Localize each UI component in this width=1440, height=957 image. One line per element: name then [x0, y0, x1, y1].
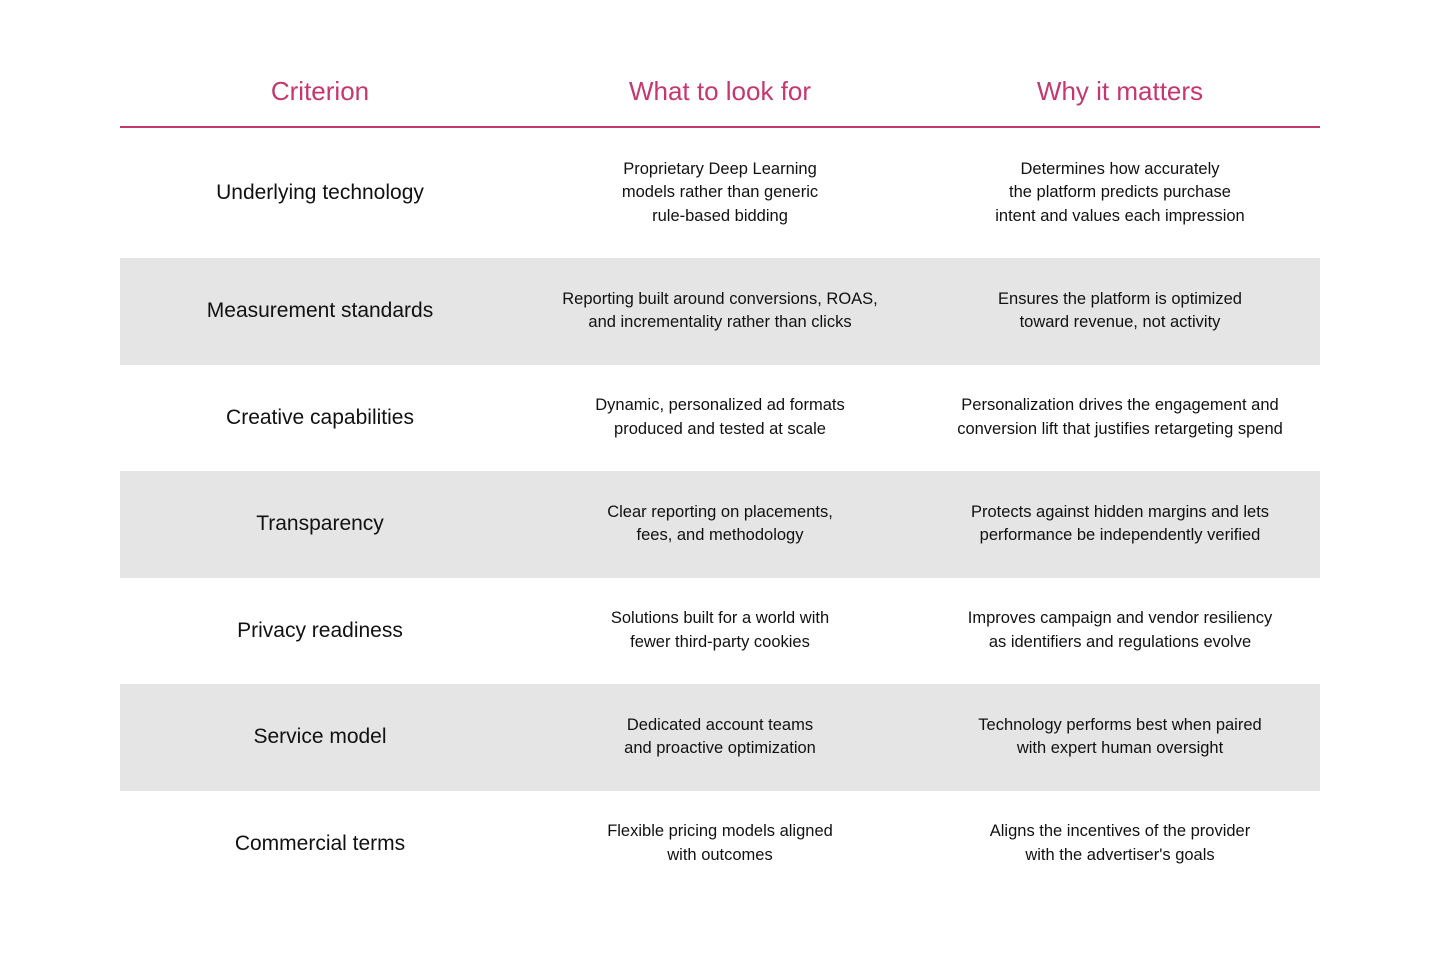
table-body: Underlying technology Proprietary Deep Le…: [120, 128, 1320, 897]
table-cell: Reporting built around conversions, ROAS…: [520, 258, 920, 365]
cell-line: Reporting built around conversions, ROAS…: [562, 289, 878, 308]
cell-line: Protects against hidden margins and lets: [970, 502, 1270, 521]
cell-line: produced and tested at scale: [614, 419, 826, 438]
criterion-cell: Creative capabilities: [226, 405, 414, 429]
table-row: Underlying technology Proprietary Deep Le…: [120, 128, 1320, 258]
criterion-cell: Service model: [253, 725, 387, 749]
table-cell: Proprietary Deep Learning models rather t…: [520, 128, 920, 258]
cell-line: with expert human oversight: [1016, 739, 1224, 758]
criterion-cell: Transparency: [256, 512, 384, 536]
cell-line: Dynamic, personalized ad formats: [595, 396, 845, 415]
table-row: Creative capabilities Dynamic, personaliz…: [120, 365, 1320, 472]
table-cell: Protects against hidden margins and lets…: [920, 471, 1320, 578]
cell-line: rule-based bidding: [652, 206, 788, 225]
table-cell: Dynamic, personalized ad formats produced…: [520, 365, 920, 472]
cell-line: fewer third-party cookies: [630, 632, 810, 651]
table-cell: Clear reporting on placements, fees, and …: [520, 471, 920, 578]
criterion-cell: Underlying technology: [216, 181, 424, 204]
cell-line: and incrementality rather than clicks: [588, 313, 852, 332]
cell-line: Solutions built for a world with: [610, 609, 830, 628]
cell-line: Dedicated account teams: [626, 715, 814, 734]
cell-line: models rather than generic: [621, 183, 819, 202]
table-row: Measurement standards Reporting built aro…: [120, 258, 1320, 365]
cell-line: Ensures the platform is optimized: [998, 289, 1242, 308]
table-cell: Aligns the incentives of the provider wit…: [920, 791, 1320, 898]
cell-line: Determines how accurately: [1020, 159, 1220, 178]
comparison-table: Criterion What to look for Why it matter…: [120, 56, 1320, 897]
cell-line: fees, and methodology: [636, 526, 804, 545]
table-cell: Improves campaign and vendor resiliency a…: [920, 578, 1320, 685]
criterion-cell: Privacy readiness: [237, 618, 403, 642]
header-cell: Criterion: [270, 75, 370, 106]
table-cell: Flexible pricing models aligned with outc…: [520, 791, 920, 898]
table-row: Service model Dedicated account teams and …: [120, 684, 1320, 791]
table-cell: Technology performs best when paired with…: [920, 684, 1320, 791]
cell-line: Personalization drives the engagement an…: [961, 396, 1279, 415]
cell-line: with outcomes: [667, 845, 773, 864]
criterion-cell: Commercial terms: [234, 831, 406, 855]
cell-line: Technology performs best when paired: [978, 715, 1262, 734]
cell-line: Proprietary Deep Learning: [623, 159, 817, 178]
table-cell: Personalization drives the engagement an…: [920, 365, 1320, 472]
header-cell: What to look for: [628, 75, 812, 106]
table-cell: Solutions built for a world with fewer th…: [520, 578, 920, 685]
cell-line: conversion lift that justifies retargeti…: [957, 419, 1283, 438]
table-cell: Dedicated account teams and proactive opt…: [520, 684, 920, 791]
cell-line: with the advertiser's goals: [1025, 845, 1215, 864]
cell-line: toward revenue, not activity: [1019, 313, 1221, 332]
cell-line: as identifiers and regulations evolve: [988, 632, 1252, 651]
table-row: Privacy readiness Solutions built for a w…: [120, 578, 1320, 685]
cell-line: intent and values each impression: [995, 206, 1245, 225]
cell-line: the platform predicts purchase: [1009, 183, 1231, 202]
table-cell: Determines how accurately the platform pr…: [920, 128, 1320, 258]
cell-line: performance be independently verified: [979, 526, 1261, 545]
criterion-cell: Measurement standards: [206, 299, 434, 323]
cell-line: Aligns the incentives of the provider: [989, 822, 1251, 841]
table-cell: Ensures the platform is optimized toward …: [920, 258, 1320, 365]
cell-line: Improves campaign and vendor resiliency: [967, 609, 1273, 628]
cell-line: Flexible pricing models aligned: [607, 822, 833, 841]
header-cell: Why it matters: [1036, 75, 1204, 106]
table-header: Criterion What to look for Why it matter…: [120, 56, 1320, 128]
table-row: Transparency Clear reporting on placement…: [120, 471, 1320, 578]
cell-line: Clear reporting on placements,: [607, 502, 833, 521]
table-row: Commercial terms Flexible pricing models …: [120, 791, 1320, 898]
cell-line: and proactive optimization: [624, 739, 816, 758]
